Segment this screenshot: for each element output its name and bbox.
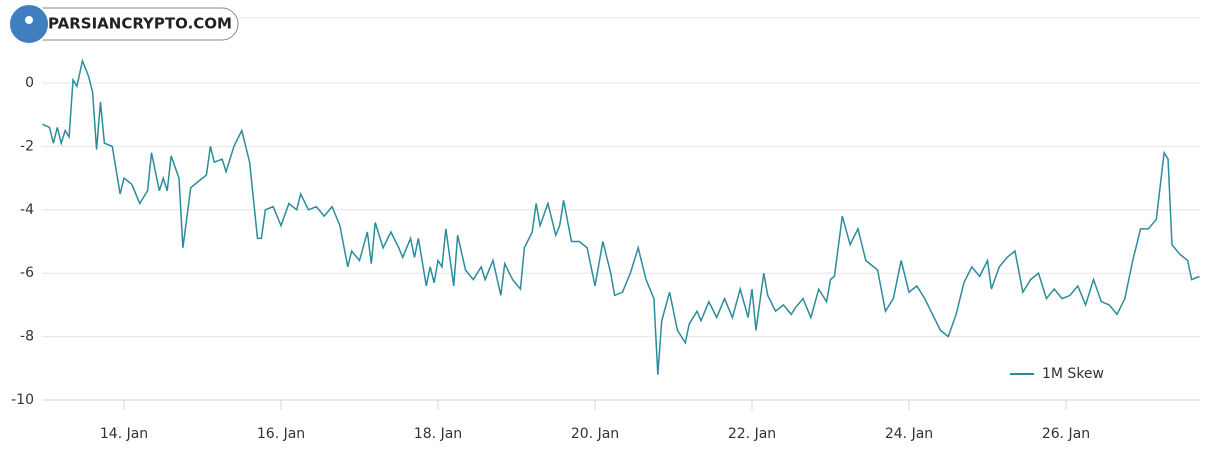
x-tick-label: 24. Jan [885,426,933,442]
x-tick-label: 16. Jan [257,426,305,442]
x-tick-label: 20. Jan [571,426,619,442]
plot-area: -10 -8 -6 -4 -2 0 14. Jan 16. Jan 18. Jan 20. Jan… [11,58,1200,442]
series-line [42,58,1200,375]
y-tick-label: -6 [20,265,34,281]
y-tick-label: -10 [11,392,34,408]
logo-icon-dot [25,16,33,24]
x-tick-label: 26. Jan [1042,426,1090,442]
x-tick-label: 22. Jan [728,426,776,442]
y-tick-label: -2 [20,138,34,154]
y-tick-label: 0 [25,75,34,91]
watermark-logo: PARSIANCRYPTO.COM [8,3,239,45]
x-tick-label: 18. Jan [414,426,462,442]
x-tick-label: 14. Jan [100,426,148,442]
y-tick-label: -4 [20,202,34,218]
y-tick-label: -8 [20,329,34,345]
watermark-text: PARSIANCRYPTO.COM [48,15,232,33]
legend-label: 1M Skew [1042,366,1104,382]
